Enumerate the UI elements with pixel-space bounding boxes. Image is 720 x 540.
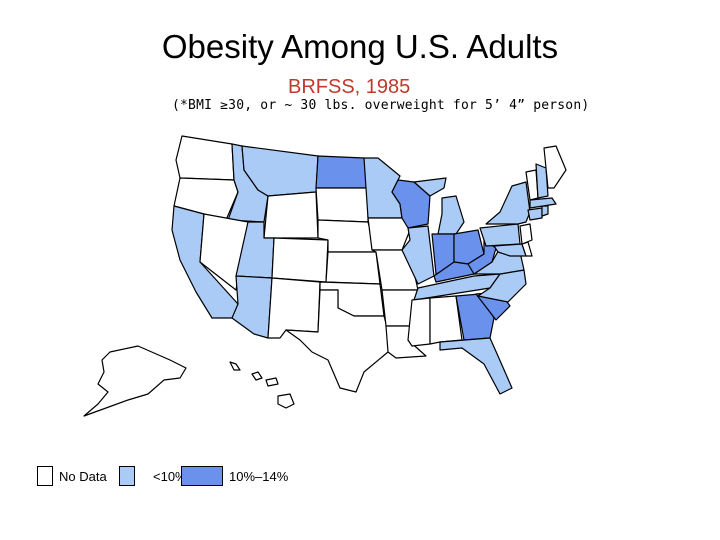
state-kansas	[325, 251, 381, 285]
legend-swatch-no-data	[37, 466, 53, 486]
legend-label-no-data: No Data	[59, 469, 107, 484]
state-pennsylvania	[479, 223, 521, 247]
state-north-dakota	[315, 155, 369, 189]
state-mississippi	[407, 297, 431, 347]
state-alaska	[83, 345, 187, 417]
map-title: Obesity Among U.S. Adults	[161, 28, 559, 65]
state-illinois	[401, 225, 435, 285]
state-maine	[543, 145, 567, 189]
state-texas	[285, 289, 391, 393]
state-hawaii	[229, 361, 295, 409]
state-new-york	[485, 181, 531, 225]
legend-label-mid: 10%–14%	[229, 469, 289, 484]
state-new-jersey	[519, 223, 533, 245]
state-nevada	[199, 213, 249, 291]
state-oregon	[173, 177, 239, 221]
state-iowa	[367, 217, 411, 251]
state-wyoming	[263, 191, 319, 239]
state-new-hampshire	[535, 163, 549, 199]
state-colorado	[271, 237, 329, 283]
legend-swatch-low	[119, 466, 135, 486]
state-massachusetts	[529, 197, 557, 209]
legend-swatch-mid	[181, 466, 223, 486]
state-arizona	[231, 275, 273, 339]
map-subtitle: BRFSS, 1985	[288, 76, 411, 98]
state-florida	[439, 337, 513, 395]
state-washington	[175, 135, 235, 181]
state-rhode-island	[541, 205, 549, 217]
bmi-note: (*BMI ≥30, or ~ 30 lbs. overweight for 5…	[172, 98, 590, 113]
state-south-dakota	[315, 187, 369, 223]
state-new-mexico	[267, 277, 321, 339]
state-connecticut	[527, 207, 543, 221]
legend-label-low: <10%	[153, 469, 187, 484]
state-maryland	[493, 243, 527, 257]
